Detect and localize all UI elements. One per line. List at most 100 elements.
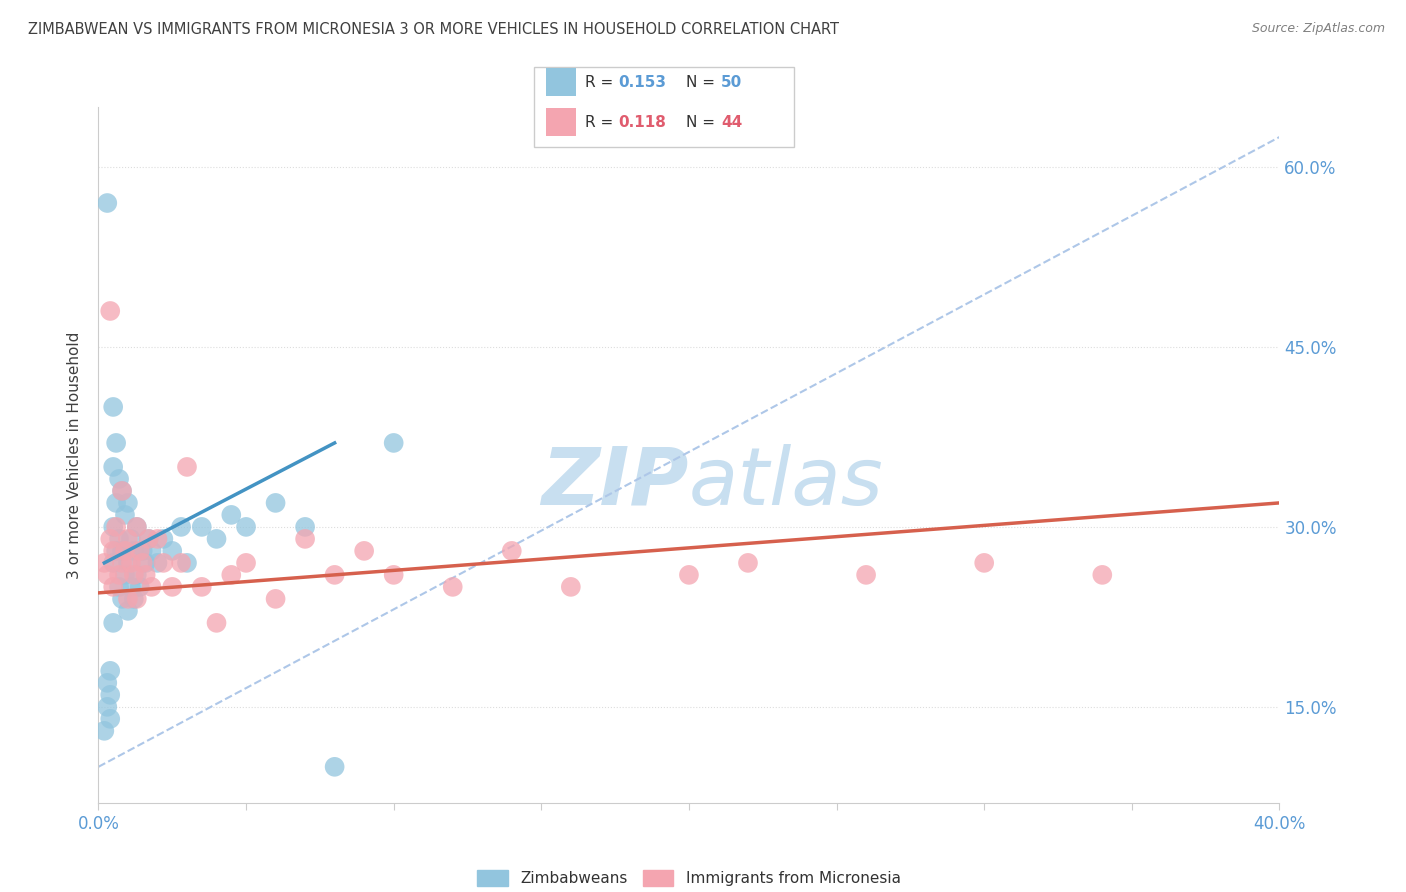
Point [125, 520, 148, 534]
Text: Source: ZipAtlas.com: Source: ZipAtlas.com [1251, 22, 1385, 36]
Point [125, 567, 148, 582]
Point [176, 556, 198, 570]
Point [191, 580, 214, 594]
Point [117, 496, 139, 510]
Point [205, 532, 228, 546]
Point [162, 580, 183, 594]
Point [120, 580, 142, 594]
Point [98, 712, 121, 726]
Point [108, 532, 131, 546]
Point [105, 496, 128, 510]
Point [111, 591, 134, 606]
Point [152, 556, 174, 570]
Point [152, 532, 174, 546]
Point [323, 567, 346, 582]
Point [117, 591, 139, 606]
Point [441, 580, 464, 594]
Point [122, 567, 145, 582]
Point [114, 567, 136, 582]
Text: 50: 50 [721, 75, 742, 89]
Point [501, 544, 523, 558]
Point [122, 591, 145, 606]
Point [103, 580, 125, 594]
Point [382, 567, 405, 582]
Point [205, 615, 228, 630]
Point [323, 760, 346, 774]
Point [120, 556, 142, 570]
Point [235, 556, 257, 570]
Point [678, 567, 700, 582]
Point [176, 459, 198, 474]
Point [294, 520, 316, 534]
Point [132, 556, 155, 570]
Point [108, 472, 131, 486]
Point [108, 580, 131, 594]
Point [128, 580, 150, 594]
Point [103, 544, 125, 558]
Point [382, 436, 405, 450]
Text: 0.153: 0.153 [619, 75, 666, 89]
Point [111, 483, 134, 498]
Point [135, 556, 157, 570]
Text: R =: R = [585, 115, 619, 129]
Text: N =: N = [686, 115, 720, 129]
Point [98, 304, 121, 318]
Point [96, 699, 118, 714]
Point [973, 556, 995, 570]
Point [146, 532, 169, 546]
Point [96, 567, 118, 582]
Point [135, 567, 157, 582]
Point [235, 520, 257, 534]
Point [132, 544, 155, 558]
Point [138, 532, 160, 546]
Y-axis label: 3 or more Vehicles in Household: 3 or more Vehicles in Household [67, 331, 83, 579]
Text: 44: 44 [721, 115, 742, 129]
Text: R =: R = [585, 75, 619, 89]
Point [111, 544, 134, 558]
Point [105, 544, 128, 558]
Point [114, 544, 136, 558]
Point [108, 567, 131, 582]
Point [103, 556, 125, 570]
Point [855, 567, 877, 582]
Point [117, 556, 139, 570]
Point [128, 544, 150, 558]
Point [353, 544, 375, 558]
Legend: Zimbabweans, Immigrants from Micronesia: Zimbabweans, Immigrants from Micronesia [471, 864, 907, 892]
Text: N =: N = [686, 75, 720, 89]
Point [141, 544, 163, 558]
Point [93, 723, 115, 738]
Point [219, 567, 242, 582]
Point [170, 520, 193, 534]
Text: ZIMBABWEAN VS IMMIGRANTS FROM MICRONESIA 3 OR MORE VEHICLES IN HOUSEHOLD CORRELA: ZIMBABWEAN VS IMMIGRANTS FROM MICRONESIA… [28, 22, 839, 37]
Point [117, 532, 139, 546]
Text: atlas: atlas [689, 443, 884, 522]
Point [138, 532, 160, 546]
Point [117, 604, 139, 618]
Point [103, 459, 125, 474]
Point [111, 483, 134, 498]
Point [103, 400, 125, 414]
Point [560, 580, 582, 594]
Point [98, 532, 121, 546]
Point [122, 544, 145, 558]
Point [125, 591, 148, 606]
Point [98, 688, 121, 702]
Point [219, 508, 242, 522]
Point [141, 580, 163, 594]
Point [264, 591, 287, 606]
Point [111, 556, 134, 570]
Point [114, 508, 136, 522]
Point [103, 615, 125, 630]
Point [96, 676, 118, 690]
Point [103, 520, 125, 534]
Point [162, 544, 183, 558]
Text: 0.118: 0.118 [619, 115, 666, 129]
Point [93, 556, 115, 570]
Point [146, 556, 169, 570]
Point [1091, 567, 1114, 582]
Point [264, 496, 287, 510]
Point [737, 556, 759, 570]
Text: ZIP: ZIP [541, 443, 689, 522]
Point [105, 520, 128, 534]
